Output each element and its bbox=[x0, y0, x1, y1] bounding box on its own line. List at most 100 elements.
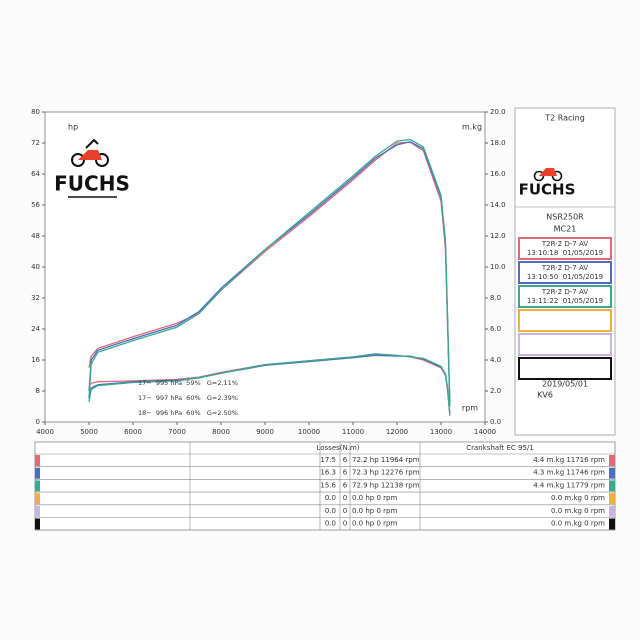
row-marker bbox=[35, 505, 40, 517]
run-time: 13:10:18 01/05/2019 bbox=[527, 249, 603, 257]
losses-count: 0 bbox=[343, 520, 347, 528]
y-tick-label: 16 bbox=[31, 356, 40, 364]
losses-value: 0.0 bbox=[325, 507, 336, 515]
losses-count: 6 bbox=[343, 481, 348, 489]
y2-tick-label: 20.0 bbox=[490, 108, 506, 116]
sidebar-logo-text: FUCHS bbox=[519, 181, 576, 199]
x-tick-label: 6000 bbox=[124, 428, 142, 436]
operator: KV6 bbox=[537, 391, 553, 400]
date: 2019/05/01 bbox=[542, 380, 588, 389]
torque-peak: 4.3 m.kg 11746 rpm bbox=[533, 469, 605, 477]
y-tick-label: 56 bbox=[31, 201, 40, 209]
x-tick-label: 11000 bbox=[342, 428, 364, 436]
run-annotation: 18− 996 hPa 60% G=2.50% bbox=[138, 409, 238, 417]
crankshaft-header: Crankshaft EC 95/1 bbox=[466, 444, 533, 452]
row-marker bbox=[609, 493, 615, 505]
losses-count: 0 bbox=[343, 494, 347, 502]
torque-peak: 0.0 m.kg 0 rpm bbox=[551, 520, 605, 528]
empty-run-box bbox=[518, 357, 612, 380]
y2-tick-label: 0.0 bbox=[490, 418, 501, 426]
run-annotation: 17− 995 hPa 59% G=2.11% bbox=[138, 379, 238, 387]
run-annotation: 17− 997 hPa 60% G=2.39% bbox=[138, 394, 238, 402]
y-tick-label: 0 bbox=[36, 418, 40, 426]
row-marker bbox=[609, 480, 615, 492]
y-tick-label: 24 bbox=[31, 325, 40, 333]
power-peak: 72.3 hp 12276 rpm bbox=[352, 469, 420, 477]
row-marker bbox=[35, 493, 40, 505]
logo-text: FUCHS bbox=[54, 172, 130, 196]
losses-value: 0.0 bbox=[325, 520, 336, 528]
y2-tick-label: 6.0 bbox=[490, 325, 501, 333]
y-tick-label: 72 bbox=[31, 139, 40, 147]
model-code: MC21 bbox=[554, 225, 577, 234]
run-name: T2R-2 D-7 AV bbox=[541, 288, 588, 296]
y2-tick-label: 12.0 bbox=[490, 232, 506, 240]
y-tick-label: 8 bbox=[36, 387, 40, 395]
model: NSR250R bbox=[546, 213, 584, 222]
x-tick-label: 13000 bbox=[430, 428, 452, 436]
run-box bbox=[518, 237, 612, 260]
y2-tick-label: 18.0 bbox=[490, 139, 506, 147]
torque-peak: 0.0 m.kg 0 rpm bbox=[551, 494, 605, 502]
row-marker bbox=[609, 455, 615, 466]
torque-peak: 4.4 m.kg 11779 rpm bbox=[533, 481, 605, 489]
x-tick-label: 12000 bbox=[386, 428, 408, 436]
losses-header: Losses(N.m) bbox=[316, 444, 359, 452]
torque-peak: 0.0 m.kg 0 rpm bbox=[551, 507, 605, 515]
power-peak: 72.9 hp 12138 rpm bbox=[352, 481, 420, 489]
y2-tick-label: 8.0 bbox=[490, 294, 501, 302]
row-marker bbox=[35, 455, 40, 466]
losses-value: 17.5 bbox=[320, 456, 336, 464]
losses-count: 6 bbox=[343, 469, 348, 477]
series-line bbox=[88, 353, 451, 416]
power-peak: 0.0 hp 0 rpm bbox=[352, 520, 397, 528]
y-tick-label: 64 bbox=[31, 170, 40, 178]
empty-run-box bbox=[518, 309, 612, 332]
x-tick-label: 14000 bbox=[474, 428, 496, 436]
y2-tick-label: 4.0 bbox=[490, 356, 501, 364]
y-axis-label: hp bbox=[68, 123, 78, 132]
x-tick-label: 10000 bbox=[298, 428, 320, 436]
x-tick-label: 5000 bbox=[80, 428, 98, 436]
x-tick-label: 9000 bbox=[256, 428, 274, 436]
y-tick-label: 32 bbox=[31, 294, 40, 302]
row-marker bbox=[609, 518, 615, 530]
power-peak: 0.0 hp 0 rpm bbox=[352, 507, 397, 515]
y2-tick-label: 10.0 bbox=[490, 263, 506, 271]
x-tick-label: 8000 bbox=[212, 428, 230, 436]
run-box bbox=[518, 261, 612, 284]
row-marker bbox=[35, 467, 40, 479]
losses-count: 6 bbox=[343, 456, 348, 464]
torque-peak: 4.4 m.kg 11716 rpm bbox=[533, 456, 605, 464]
y-tick-label: 40 bbox=[31, 263, 40, 271]
power-peak: 72.2 hp 11964 rpm bbox=[352, 456, 420, 464]
run-time: 13:10:50 01/05/2019 bbox=[527, 273, 603, 281]
series-line bbox=[88, 138, 451, 407]
run-name: T2R-2 D-7 AV bbox=[541, 264, 588, 272]
y-tick-label: 48 bbox=[31, 232, 40, 240]
row-marker bbox=[35, 480, 40, 492]
sidebar-logo-icon bbox=[533, 168, 563, 182]
x-axis-label: rpm bbox=[462, 404, 478, 413]
y2-tick-label: 2.0 bbox=[490, 387, 501, 395]
x-tick-label: 7000 bbox=[168, 428, 186, 436]
sidebar-title: T2 Racing bbox=[544, 114, 585, 123]
run-time: 13:11:22 01/05/2019 bbox=[527, 297, 603, 305]
row-marker bbox=[609, 505, 615, 517]
logo-icon bbox=[71, 138, 109, 167]
losses-value: 15.6 bbox=[320, 481, 336, 489]
y2-tick-label: 16.0 bbox=[490, 170, 506, 178]
x-tick-label: 4000 bbox=[36, 428, 54, 436]
y2-tick-label: 14.0 bbox=[490, 201, 506, 209]
losses-value: 0.0 bbox=[325, 494, 336, 502]
run-box bbox=[518, 285, 612, 308]
losses-value: 16.3 bbox=[320, 469, 336, 477]
y-tick-label: 80 bbox=[31, 108, 40, 116]
losses-count: 0 bbox=[343, 507, 347, 515]
plot-frame bbox=[44, 111, 486, 423]
power-peak: 0.0 hp 0 rpm bbox=[352, 494, 397, 502]
y2-axis-label: m.kg bbox=[462, 123, 482, 132]
row-marker bbox=[35, 518, 40, 530]
row-marker bbox=[609, 467, 615, 479]
